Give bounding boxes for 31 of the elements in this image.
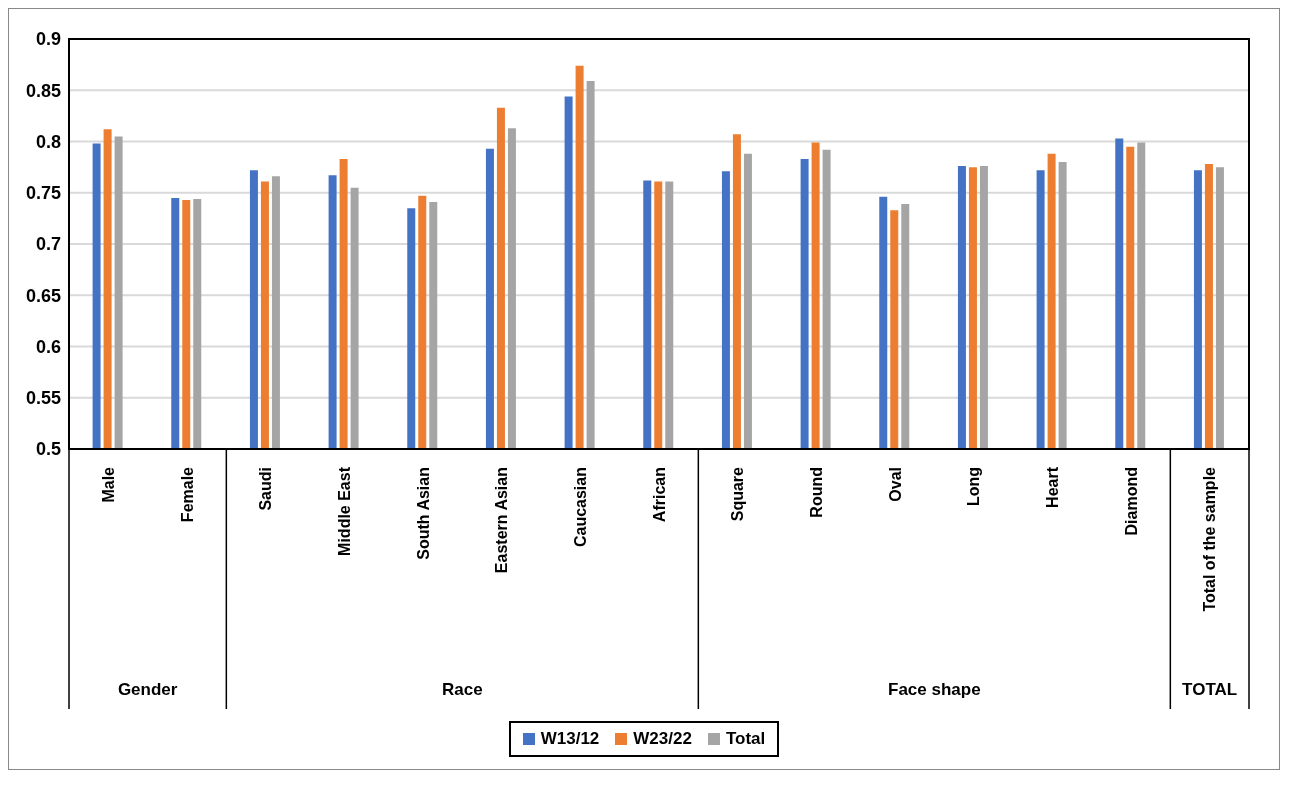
x-tick-label: Female [178, 466, 196, 523]
x-tick-label: Long [965, 467, 983, 507]
x-tick-label: Middle East [335, 466, 353, 556]
x-tick-label: Eastern Asian [493, 467, 511, 574]
text: Gender [117, 680, 178, 699]
x-tick-label: Square [729, 466, 747, 522]
x-tick-label: Diamond [1122, 467, 1140, 536]
x-tick-label: Caucasian [571, 467, 589, 548]
legend-label: Total [724, 729, 766, 749]
x-tick-label: Saudi [257, 467, 275, 511]
legend-label: W13/12 [539, 729, 600, 749]
x-tick-label: Round [807, 467, 825, 518]
y-tick-label: 0.75 [25, 183, 61, 204]
y-tick-label: 0.7 [35, 234, 61, 255]
y-tick-label: 0.8 [35, 131, 61, 152]
y-tick-label: 0.9 [35, 29, 61, 50]
y-tick-label: 0.55 [25, 388, 61, 409]
y-tick-label: 0.6 [35, 336, 61, 357]
x-tick-label: Oval [886, 467, 904, 502]
x-tick-label: Male [99, 466, 117, 503]
y-tick-label: 0.5 [35, 439, 61, 460]
text: TOTAL [1182, 680, 1238, 699]
text: Face shape [888, 680, 981, 699]
x-tick-label: Heart [1043, 466, 1061, 508]
legend-label: W23/22 [632, 729, 692, 749]
text: Race [442, 680, 483, 699]
y-tick-label: 0.85 [25, 80, 61, 101]
x-tick-label: South Asian [414, 467, 432, 560]
y-tick-label: 0.65 [25, 285, 61, 306]
x-tick-label: Total of the sample [1201, 466, 1219, 612]
x-tick-label: African [650, 467, 668, 523]
